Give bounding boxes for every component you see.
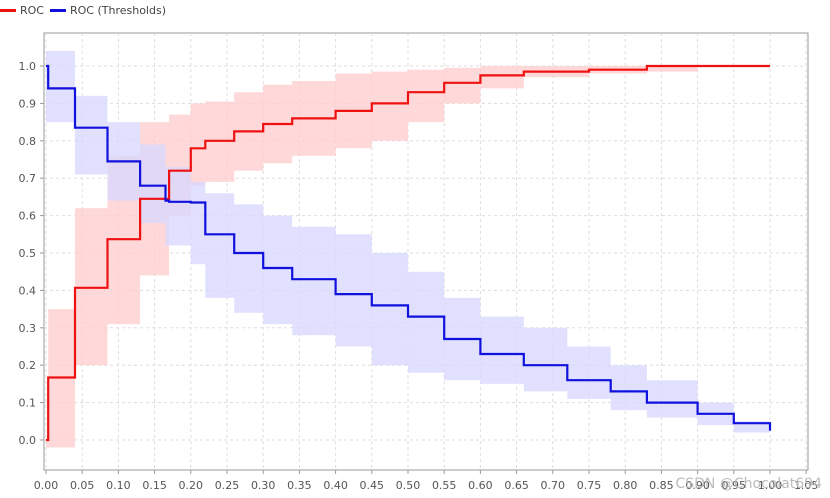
x-tick-label: 0.45 bbox=[360, 479, 385, 492]
x-tick-label: 1.00 bbox=[758, 479, 783, 492]
x-tick-label: 0.55 bbox=[432, 479, 457, 492]
x-tick-label: 0.50 bbox=[396, 479, 421, 492]
x-tick-label: 0.80 bbox=[613, 479, 638, 492]
x-tick-label: 0.75 bbox=[577, 479, 602, 492]
y-tick-label: 0.7 bbox=[19, 172, 37, 185]
x-tick-label: 0.10 bbox=[106, 479, 131, 492]
watermark-text: CSDN @Chocolat694 bbox=[675, 476, 822, 492]
y-tick-label: 0.2 bbox=[19, 359, 37, 372]
series-line-roc bbox=[46, 64, 770, 442]
x-tick-label: 0.00 bbox=[34, 479, 59, 492]
y-tick-label: 0.5 bbox=[19, 247, 37, 260]
x-tick-label: 0.85 bbox=[649, 479, 674, 492]
legend-label-roc: ROC bbox=[20, 3, 44, 17]
confidence-band-roc bbox=[46, 66, 770, 448]
x-tick-label: 0.90 bbox=[685, 479, 710, 492]
x-tick-label: 1.05 bbox=[794, 479, 819, 492]
y-tick-label: 0.0 bbox=[19, 434, 37, 447]
x-tick-label: 0.25 bbox=[215, 479, 240, 492]
chart-legend: ROC ROC (Thresholds) bbox=[0, 2, 172, 18]
x-tick-label: 0.20 bbox=[179, 479, 204, 492]
y-tick-label: 0.3 bbox=[19, 322, 37, 335]
y-tick-label: 0.9 bbox=[19, 97, 37, 110]
legend-item-roc: ROC bbox=[0, 4, 44, 17]
y-tick-label: 0.1 bbox=[19, 397, 37, 410]
x-tick-label: 0.15 bbox=[142, 479, 167, 492]
legend-label-roc-thresholds: ROC (Thresholds) bbox=[69, 3, 166, 17]
x-tick-label: 0.70 bbox=[541, 479, 566, 492]
x-tick-label: 0.40 bbox=[323, 479, 348, 492]
x-tick-label: 0.95 bbox=[722, 479, 747, 492]
confidence-band-roc-thresholds bbox=[46, 51, 770, 433]
x-tick-label: 0.65 bbox=[504, 479, 529, 492]
x-tick-label: 0.30 bbox=[251, 479, 276, 492]
legend-item-roc-thresholds: ROC (Thresholds) bbox=[49, 3, 166, 17]
y-tick-label: 1.0 bbox=[19, 60, 37, 73]
y-tick-label: 0.8 bbox=[19, 135, 37, 148]
y-tick-label: 0.4 bbox=[19, 284, 37, 297]
x-tick-label: 0.60 bbox=[468, 479, 493, 492]
x-tick-label: 0.35 bbox=[287, 479, 312, 492]
x-tick-label: 0.05 bbox=[70, 479, 95, 492]
legend-swatch-roc bbox=[0, 8, 16, 12]
legend-swatch-roc-thresholds bbox=[49, 8, 66, 12]
y-tick-label: 0.6 bbox=[19, 210, 37, 223]
series-line-roc-thresholds bbox=[46, 64, 772, 431]
